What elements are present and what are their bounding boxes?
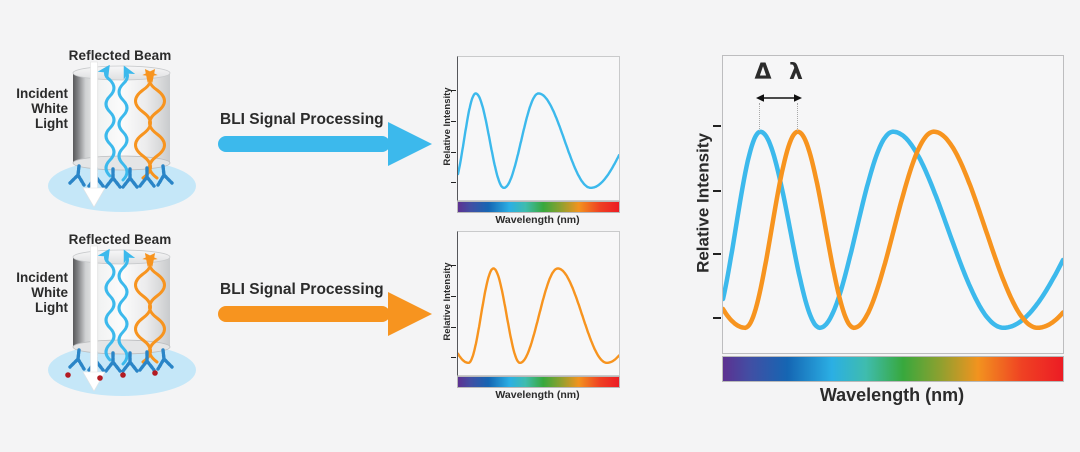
bli-processing-step-reference: BLI Signal Processing — [218, 106, 433, 178]
peak-shift-arrow-icon — [756, 94, 802, 102]
shifted-spectrum-chart: Relative Intensity Wavelength (nm) — [441, 225, 636, 405]
bound-analyte-dots — [65, 370, 158, 381]
y-tick — [451, 121, 456, 122]
lambda-symbol: λ — [789, 60, 803, 85]
incident-white-light-label: Incident White Light — [16, 86, 68, 131]
blue-peak-guide-line — [759, 103, 760, 131]
x-axis-label: Wavelength (nm) — [495, 389, 580, 401]
spectrum-colorbar — [457, 201, 620, 213]
shifted-spectrum-curve — [458, 267, 619, 364]
biosensor-reference: Reflected Beam Incident White Light — [15, 38, 215, 230]
y-tick — [451, 296, 456, 297]
bli-signal-processing-label: BLI Signal Processing — [220, 281, 384, 298]
y-tick — [713, 190, 721, 192]
biosensor-tip-illustration — [15, 242, 215, 407]
reflected-beam-label: Reflected Beam — [68, 48, 172, 63]
y-axis-label: Relative Intensity — [442, 262, 453, 341]
orange-peak-guide-line — [797, 103, 798, 131]
plot-area: Δ λ — [713, 55, 1064, 354]
delta-symbol: Δ — [754, 60, 772, 85]
plot-area — [451, 231, 620, 376]
y-tick — [713, 317, 721, 319]
y-tick — [451, 357, 456, 358]
overlay-spectrum-curves — [723, 129, 1063, 331]
biosensor-analyte-bound: Reflected Beam Incident White Light — [15, 222, 215, 414]
biosensor-tip-illustration — [15, 58, 215, 223]
bli-signal-processing-label: BLI Signal Processing — [220, 111, 384, 128]
process-arrow-orange-icon — [218, 292, 433, 336]
y-tick — [451, 182, 456, 183]
x-axis-label: Wavelength (nm) — [819, 385, 965, 405]
y-tick — [713, 253, 721, 255]
reflected-beam-label: Reflected Beam — [68, 232, 172, 247]
overlay-spectrum-chart: Relative Intensity Δ λ Wavelength (nm) — [686, 40, 1080, 422]
reference-spectrum-curve — [458, 92, 619, 189]
y-tick — [451, 327, 456, 328]
y-tick — [451, 152, 456, 153]
process-arrow-blue-icon — [218, 122, 433, 166]
bli-processing-step-bound: BLI Signal Processing — [218, 276, 433, 348]
reference-spectrum-chart: Relative Intensity Wavelength (nm) — [441, 50, 636, 230]
y-tick — [451, 90, 456, 91]
y-tick — [713, 125, 721, 127]
y-axis-label: Relative Intensity — [693, 133, 713, 273]
plot-area — [451, 56, 620, 201]
y-axis-label: Relative Intensity — [442, 87, 453, 166]
spectrum-colorbar — [457, 376, 620, 388]
y-tick — [451, 265, 456, 266]
spectrum-colorbar — [722, 356, 1064, 382]
incident-white-light-label: Incident White Light — [16, 270, 68, 315]
x-axis-label: Wavelength (nm) — [495, 214, 580, 226]
